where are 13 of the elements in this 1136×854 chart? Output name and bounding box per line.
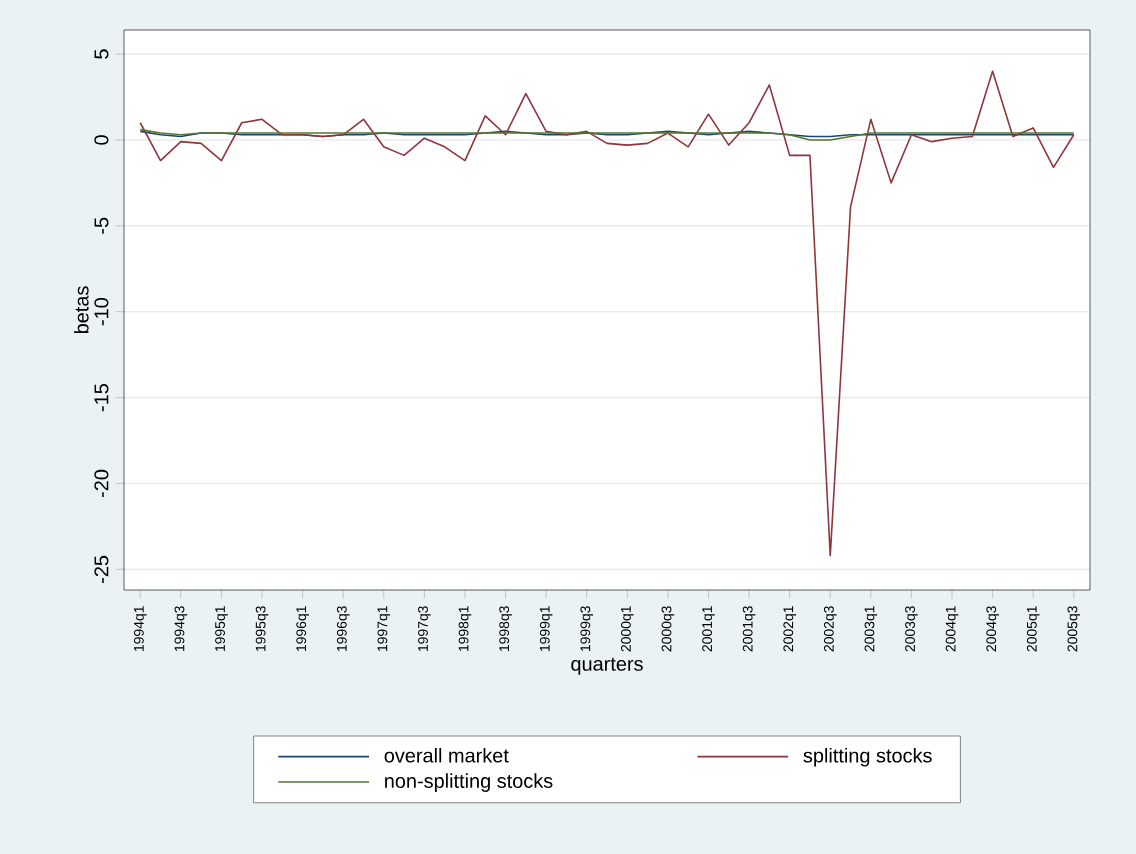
y-tick-label: -15 xyxy=(94,384,109,412)
x-axis-title: quarters xyxy=(571,657,643,675)
y-tick-label: -20 xyxy=(94,469,109,498)
y-tick-label: -25 xyxy=(94,555,109,583)
y-axis-title: betas xyxy=(74,286,89,334)
y-tick-label: -10 xyxy=(94,298,109,326)
y-tick-label: 5 xyxy=(94,49,109,59)
y-tick-label: -5 xyxy=(94,217,109,234)
legend-label: overall market xyxy=(384,747,509,763)
y-tick-label: 0 xyxy=(94,135,109,145)
line-series xyxy=(139,70,1075,557)
legend-label: splitting stocks xyxy=(803,747,932,767)
legend-label: non-splitting stocks xyxy=(385,773,553,792)
